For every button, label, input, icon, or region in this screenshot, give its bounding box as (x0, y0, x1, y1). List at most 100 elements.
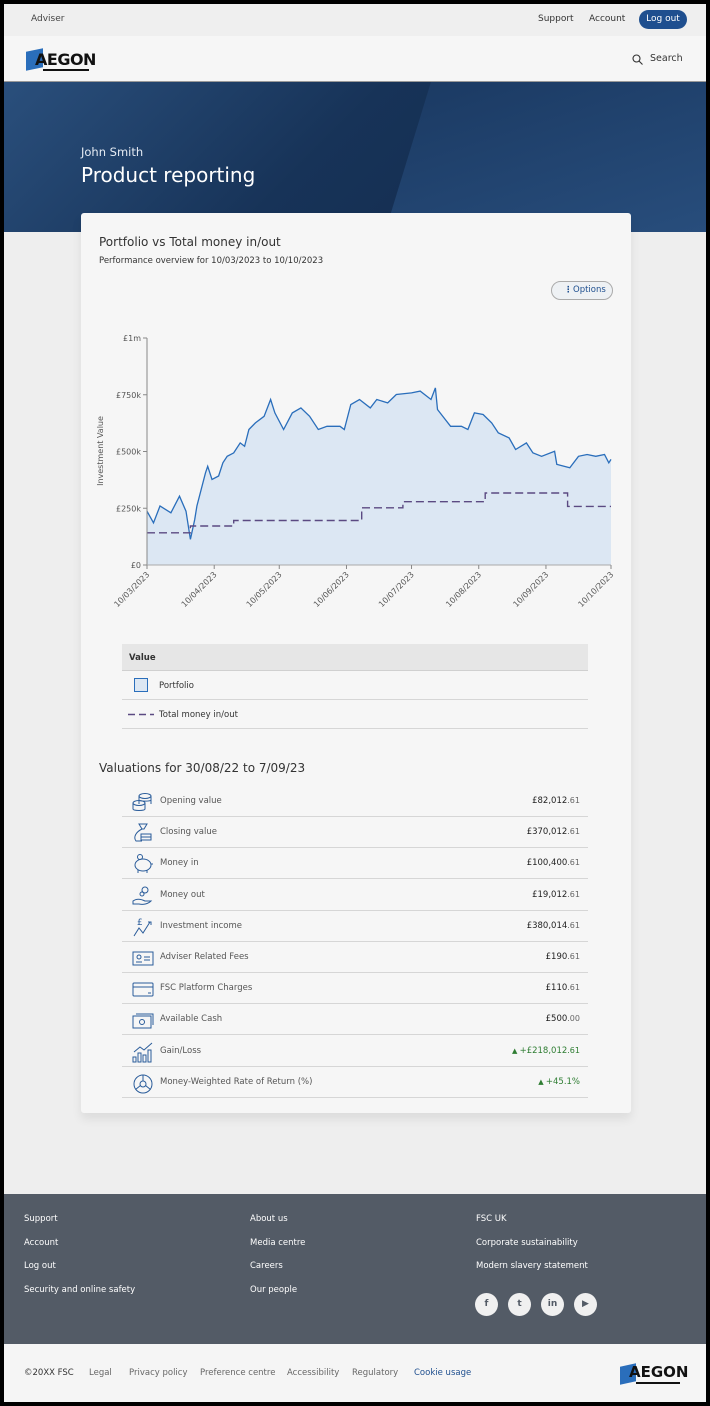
coins-icon (132, 793, 152, 811)
chart-title: Portfolio vs Total money in/out (99, 235, 281, 249)
aegon-footer-logo[interactable]: AEGON (620, 1359, 690, 1387)
footer: Support Account Log out Security and online… (4, 1194, 706, 1344)
bottom-link[interactable]: Preference centre (200, 1368, 276, 1378)
valuation-value: ▲ +£218,012.61 (511, 1045, 580, 1056)
valuation-label: Money out (160, 889, 205, 900)
valuation-value: £19,012.61 (532, 889, 580, 900)
main-header: AEGON Search (4, 36, 706, 82)
id-card-icon (132, 951, 154, 966)
chart-legend: Value Portfolio Total money in/out (122, 644, 588, 729)
trend-up-icon: ▲ (538, 1077, 546, 1086)
y-axis-label: Investment Value (96, 416, 105, 486)
page-title: Product reporting (81, 163, 256, 187)
svg-text:£: £ (137, 918, 143, 928)
legend-item-portfolio[interactable]: Portfolio (122, 671, 588, 700)
valuation-row: Money in £100,400.61 (122, 848, 588, 880)
valuation-label: Closing value (160, 827, 217, 838)
support-link[interactable]: Support (538, 14, 574, 24)
bar-chart-up-icon (132, 1042, 153, 1063)
footer-link[interactable]: Modern slavery statement (476, 1261, 588, 1271)
valuation-value: £500.00 (545, 1014, 580, 1025)
valuation-label: Opening value (160, 796, 222, 806)
chart-subtitle: Performance overview for 10/03/2023 to 1… (99, 256, 324, 266)
valuation-row: Opening value £82,012.61 (122, 786, 588, 817)
linkedin-icon[interactable]: in (541, 1293, 564, 1316)
valuation-label: Investment income (160, 920, 242, 931)
x-tick-label: 10/06/2023 (312, 570, 351, 609)
x-tick-label: 10/10/2023 (576, 570, 615, 609)
footer-link[interactable]: Security and online safety (24, 1284, 136, 1295)
valuation-row: FSC Platform Charges £110.61 (122, 973, 588, 1005)
pie-chart-icon (133, 1074, 153, 1094)
valuation-row: Money-Weighted Rate of Return (%) ▲ +45.… (122, 1067, 588, 1098)
y-tick-label: £500k (116, 448, 141, 457)
performance-chart: £0 £250k £500k £750k £1m 10/03/2023 10/04/2023… (96, 334, 615, 609)
valuation-value: £380,014.61 (526, 920, 580, 931)
valuation-value: £100,400.61 (526, 858, 580, 869)
x-tick-label: 10/05/2023 (245, 570, 284, 609)
hand-coins-icon (132, 886, 153, 905)
bottom-link[interactable]: Accessibility (287, 1368, 340, 1378)
options-button[interactable]: ⋮ Options (551, 281, 613, 300)
kebab-icon: ⋮ (564, 285, 573, 295)
footer-link[interactable]: About us (250, 1214, 288, 1224)
valuation-value: £190.61 (545, 952, 580, 962)
valuation-value: ▲ +45.1% (538, 1076, 580, 1087)
valuation-row: Available Cash £500.00 (122, 1004, 588, 1036)
bottom-link[interactable]: Legal (89, 1368, 112, 1378)
valuation-label: Available Cash (160, 1014, 223, 1025)
money-in-out-line (146, 492, 611, 534)
youtube-icon[interactable]: ▶ (574, 1293, 597, 1316)
dashed-line-swatch (128, 713, 154, 716)
cash-icon (132, 1013, 154, 1029)
search-icon (632, 54, 643, 65)
money-bag-icon (134, 823, 152, 842)
y-tick-label: £250k (116, 504, 141, 513)
footer-link[interactable]: Log out (24, 1261, 56, 1271)
footer-bottom-bar: ©20XX FSC AEGON Legal Privacy policy Prefe… (4, 1344, 706, 1402)
x-tick-label: 10/09/2023 (511, 570, 550, 609)
logout-button[interactable]: Log out (639, 10, 687, 29)
x-tick-label: 10/08/2023 (444, 570, 483, 609)
valuation-value: £370,012.61 (526, 827, 580, 838)
pound-growth-icon: £ (133, 918, 152, 937)
bottom-link[interactable]: Privacy policy (129, 1368, 188, 1378)
valuation-row: Closing value £370,012.61 (122, 817, 588, 849)
footer-link[interactable]: Corporate sustainability (476, 1237, 578, 1248)
copyright: ©20XX FSC (24, 1368, 74, 1378)
portfolio-line (146, 387, 612, 540)
legend-header: Value (122, 644, 588, 671)
credit-card-icon (132, 982, 154, 997)
footer-link[interactable]: Careers (250, 1261, 283, 1271)
footer-link[interactable]: Media centre (250, 1237, 306, 1248)
y-tick-label: £1m (123, 334, 141, 343)
piggy-bank-icon (134, 854, 153, 874)
y-tick-label: £0 (131, 561, 141, 570)
x-tick-label: 10/07/2023 (377, 570, 416, 609)
portfolio-area (147, 387, 611, 565)
valuation-label: Money in (160, 858, 199, 869)
x-tick-label: 10/03/2023 (112, 570, 151, 609)
valuation-label: FSC Platform Charges (160, 983, 253, 994)
valuation-row: Gain/Loss ▲ +£218,012.61 (122, 1036, 588, 1067)
valuations-title: Valuations for 30/08/22 to 7/09/23 (99, 761, 306, 775)
account-link[interactable]: Account (589, 14, 626, 24)
client-name: John Smith (81, 145, 144, 159)
valuation-value: £82,012.61 (532, 796, 580, 806)
valuation-row: Money out £19,012.61 (122, 880, 588, 911)
valuation-label: Money-Weighted Rate of Return (%) (160, 1076, 313, 1087)
footer-link[interactable]: FSC UK (476, 1214, 507, 1224)
report-card: Portfolio vs Total money in/out Performa… (81, 213, 631, 1113)
role-label: Adviser (31, 14, 65, 24)
aegon-logo[interactable]: AEGON (26, 47, 96, 73)
facebook-icon[interactable]: f (475, 1293, 498, 1316)
valuation-row: Adviser Related Fees £190.61 (122, 942, 588, 973)
legend-item-money[interactable]: Total money in/out (122, 700, 588, 729)
bottom-link[interactable]: Cookie usage (414, 1368, 472, 1378)
twitter-icon[interactable]: t (508, 1293, 531, 1316)
valuation-label: Adviser Related Fees (160, 952, 249, 962)
bottom-link[interactable]: Regulatory (352, 1368, 399, 1378)
footer-link[interactable]: Support (24, 1214, 58, 1224)
footer-link[interactable]: Account (24, 1237, 59, 1248)
footer-link[interactable]: Our people (250, 1284, 298, 1295)
